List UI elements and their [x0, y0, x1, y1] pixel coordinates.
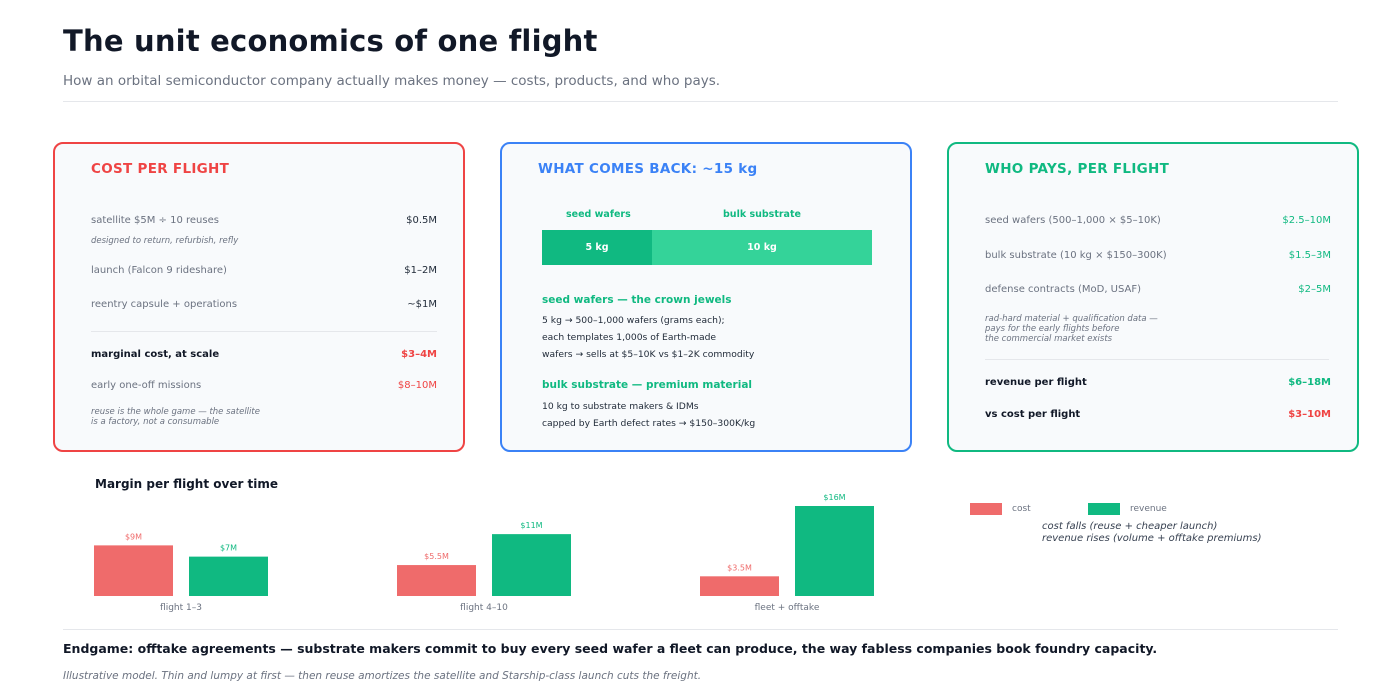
- seed-wafers-segment: 5 kg: [542, 230, 652, 265]
- pays-row-label: revenue per flight: [985, 377, 1087, 388]
- cost-row-launch: launch (Falcon 9 rideshare) $1–2M: [91, 265, 437, 276]
- pays-row-value: $6–18M: [1288, 377, 1331, 388]
- pays-row-label: seed wafers (500–1,000 × $5–10K): [985, 215, 1161, 226]
- endgame-statement: Endgame: offtake agreements — substrate …: [63, 641, 1158, 656]
- category-label: flight 4–10: [460, 603, 508, 613]
- bulk-substrate-segment: 10 kg: [652, 230, 872, 265]
- defense-note-line: rad-hard material + qualification data —: [985, 314, 1158, 324]
- legend-revenue-label: revenue: [1130, 504, 1167, 514]
- cost-row-label: early one-off missions: [91, 380, 202, 391]
- pays-row-bulk: bulk substrate (10 kg × $150–300K) $1.5–…: [985, 250, 1331, 261]
- cost-row-label: satellite $5M ÷ 10 reuses: [91, 215, 219, 226]
- mass-split-bar: 5 kg 10 kg: [542, 230, 872, 265]
- pays-row-seed: seed wafers (500–1,000 × $5–10K) $2.5–10…: [985, 215, 1331, 226]
- pays-row-label: bulk substrate (10 kg × $150–300K): [985, 250, 1167, 261]
- revenue-bar: [492, 534, 571, 596]
- page-title: The unit economics of one flight: [63, 24, 598, 58]
- cost-divider: [91, 331, 437, 332]
- cost-value-label: $5.5M: [424, 552, 449, 561]
- cost-row-label: reentry capsule + operations: [91, 299, 238, 310]
- cost-bar: [94, 545, 173, 596]
- revenue-value-label: $7M: [220, 544, 237, 553]
- pays-divider: [985, 359, 1329, 360]
- pays-row-value: $1.5–3M: [1288, 250, 1331, 261]
- who-pays-card: WHO PAYS, PER FLIGHT seed wafers (500–1,…: [947, 142, 1359, 452]
- legend-revenue-swatch: [1088, 503, 1120, 515]
- pays-row-label: defense contracts (MoD, USAF): [985, 284, 1142, 295]
- bulk-substrate-line: 10 kg to substrate makers & IDMs: [542, 401, 699, 412]
- cost-row-value: ~$1M: [407, 299, 437, 310]
- satellite-note: designed to return, refurbish, refly: [91, 236, 239, 246]
- legend-note-line: revenue rises (volume + offtake premiums…: [1042, 533, 1262, 544]
- pays-row-revenue: revenue per flight $6–18M: [985, 377, 1331, 388]
- cost-value-label: $3.5M: [727, 563, 752, 572]
- cost-row-reentry: reentry capsule + operations ~$1M: [91, 299, 437, 310]
- cost-row-label: launch (Falcon 9 rideshare): [91, 265, 227, 276]
- pays-row-value: $2–5M: [1298, 284, 1331, 295]
- revenue-bar: [189, 556, 268, 596]
- legend-cost-swatch: [970, 503, 1002, 515]
- seed-wafers-line: each templates 1,000s of Earth-made: [542, 332, 717, 343]
- legend-note: cost falls (reuse + cheaper launch) reve…: [1042, 521, 1262, 545]
- seed-wafers-heading: seed wafers — the crown jewels: [542, 294, 732, 306]
- cost-row-value: $1–2M: [404, 265, 437, 276]
- pays-row-value: $2.5–10M: [1282, 215, 1331, 226]
- cost-footer-note-line: is a factory, not a consumable: [91, 417, 220, 427]
- pays-row-label: vs cost per flight: [985, 409, 1081, 420]
- bulk-substrate-bar-label: bulk substrate: [723, 209, 801, 220]
- cost-footer-note: reuse is the whole game — the satellite …: [91, 407, 437, 427]
- cost-value-label: $9M: [125, 532, 142, 541]
- header-divider: [63, 101, 1338, 102]
- revenue-bar: [795, 506, 874, 596]
- seed-wafers-bar-label: seed wafers: [566, 209, 631, 220]
- cost-row-marginal: marginal cost, at scale $3–4M: [91, 349, 437, 360]
- legend-cost-label: cost: [1012, 504, 1031, 514]
- cost-footer-note-line: reuse is the whole game — the satellite: [91, 407, 260, 417]
- category-label: flight 1–3: [160, 603, 202, 613]
- cost-row-satellite: satellite $5M ÷ 10 reuses $0.5M: [91, 215, 437, 226]
- page-subtitle: How an orbital semiconductor company act…: [63, 73, 721, 89]
- cost-row-value: $0.5M: [406, 215, 437, 226]
- bulk-substrate-heading: bulk substrate — premium material: [542, 379, 753, 391]
- bulk-substrate-line: capped by Earth defect rates → $150–300K…: [542, 418, 756, 429]
- defense-note-line: the commercial market exists: [985, 334, 1113, 344]
- pays-row-defense: defense contracts (MoD, USAF) $2–5M: [985, 284, 1331, 295]
- chart-title: Margin per flight over time: [95, 477, 279, 491]
- revenue-value-label: $11M: [520, 521, 542, 530]
- pays-row-value: $3–10M: [1288, 409, 1331, 420]
- pays-card-title: WHO PAYS, PER FLIGHT: [985, 161, 1170, 177]
- cost-bar: [397, 565, 476, 596]
- cost-row-early: early one-off missions $8–10M: [91, 380, 437, 391]
- defense-note-line: pays for the early flights before: [985, 324, 1120, 334]
- seed-wafers-line: wafers → sells at $5–10K vs $1–2K commod…: [542, 349, 755, 360]
- category-label: fleet + offtake: [755, 603, 820, 613]
- cost-per-flight-card: COST PER FLIGHT satellite $5M ÷ 10 reuse…: [53, 142, 465, 452]
- legend-note-line: cost falls (reuse + cheaper launch): [1042, 521, 1218, 532]
- cost-row-value: $3–4M: [401, 349, 437, 360]
- cost-card-title: COST PER FLIGHT: [91, 161, 230, 177]
- seed-wafers-line: 5 kg → 500–1,000 wafers (grams each);: [542, 315, 725, 326]
- cost-bar: [700, 576, 779, 596]
- return-card-title: WHAT COMES BACK: ~15 kg: [538, 161, 758, 177]
- cost-row-value: $8–10M: [397, 380, 437, 391]
- what-comes-back-card: WHAT COMES BACK: ~15 kg seed wafers bulk…: [500, 142, 912, 452]
- defense-note: rad-hard material + qualification data —…: [985, 314, 1331, 344]
- revenue-value-label: $16M: [823, 493, 845, 502]
- footnote: Illustrative model. Thin and lumpy at fi…: [63, 670, 702, 682]
- pays-row-vs-cost: vs cost per flight $3–10M: [985, 409, 1331, 420]
- footer-divider: [63, 629, 1338, 630]
- cost-row-label: marginal cost, at scale: [91, 349, 220, 360]
